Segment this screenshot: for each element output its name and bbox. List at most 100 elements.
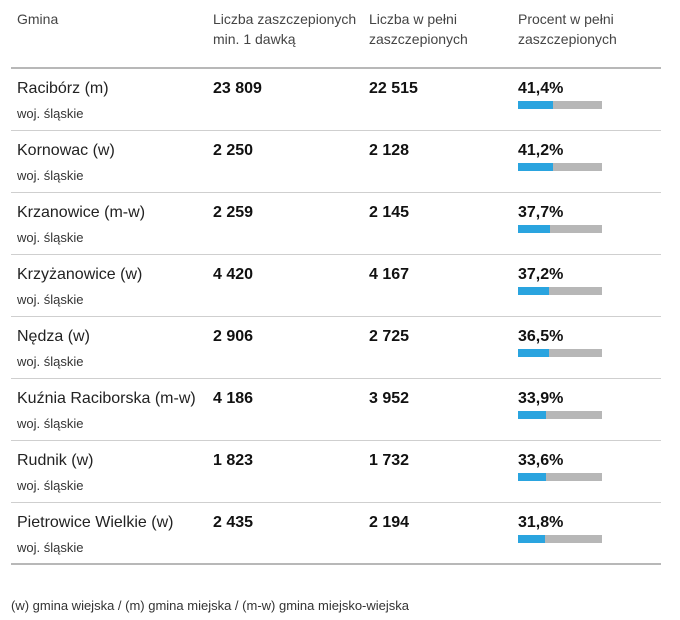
- percent-value: 31,8%: [518, 513, 564, 531]
- dose1-cell: 2 435: [207, 502, 363, 565]
- percent-bar: [518, 286, 602, 295]
- percent-cell: 33,9%: [512, 378, 661, 441]
- percent-cell: 33,6%: [512, 440, 661, 503]
- dose1-cell: 2 259: [207, 192, 363, 255]
- full-value: 4 167: [369, 265, 410, 283]
- dose1-cell: 2 906: [207, 316, 363, 379]
- gmina-region: woj. śląskie: [17, 477, 84, 493]
- header-gmina[interactable]: Gmina: [11, 0, 207, 69]
- dose1-cell: 4 420: [207, 254, 363, 317]
- percent-cell: 36,5%: [512, 316, 661, 379]
- gmina-cell: Nędza (w) woj. śląskie: [11, 316, 207, 379]
- table-row: Kuźnia Raciborska (m-w) woj. śląskie 4 186…: [11, 378, 661, 441]
- full-value: 22 515: [369, 80, 418, 97]
- gmina-cell: Kuźnia Raciborska (m-w) woj. śląskie: [11, 378, 207, 441]
- gmina-name: Krzanowice (m-w): [17, 203, 146, 221]
- full-value: 1 732: [369, 451, 410, 469]
- percent-bar-fill: [518, 162, 553, 171]
- full-cell: 2 725: [363, 316, 512, 379]
- percent-bar-fill: [518, 348, 549, 357]
- gmina-cell: Krzyżanowice (w) woj. śląskie: [11, 254, 207, 317]
- gmina-region: woj. śląskie: [17, 291, 84, 307]
- header-percent[interactable]: Procent w pełni zaszczepionych: [512, 0, 661, 69]
- percent-cell: 37,2%: [512, 254, 661, 317]
- dose1-cell: 4 186: [207, 378, 363, 441]
- dose1-value: 4 420: [213, 265, 254, 283]
- gmina-region: woj. śląskie: [17, 229, 84, 245]
- gmina-region: woj. śląskie: [17, 415, 84, 431]
- gmina-cell: Racibórz (m) woj. śląskie: [11, 68, 207, 131]
- percent-bar: [518, 534, 602, 543]
- full-cell: 22 515: [363, 68, 512, 131]
- percent-bar: [518, 472, 602, 481]
- percent-value: 33,9%: [518, 389, 564, 407]
- dose1-value: 1 823: [213, 451, 254, 469]
- dose1-value: 2 906: [213, 327, 254, 345]
- full-cell: 3 952: [363, 378, 512, 441]
- full-value: 2 194: [369, 513, 410, 531]
- dose1-value: 2 435: [213, 513, 254, 531]
- percent-value: 41,2%: [518, 141, 564, 159]
- percent-bar: [518, 101, 602, 109]
- gmina-region: woj. śląskie: [17, 539, 84, 555]
- full-cell: 2 145: [363, 192, 512, 255]
- percent-value: 37,2%: [518, 265, 564, 283]
- gmina-cell: Kornowac (w) woj. śląskie: [11, 130, 207, 193]
- table-row: Racibórz (m) woj. śląskie 23 809 22 515 41,4…: [11, 68, 661, 131]
- dose1-value: 2 250: [213, 141, 254, 159]
- gmina-cell: Pietrowice Wielkie (w) woj. śląskie: [11, 502, 207, 565]
- dose1-cell: 1 823: [207, 440, 363, 503]
- gmina-cell: Rudnik (w) woj. śląskie: [11, 440, 207, 503]
- table-row: Rudnik (w) woj. śląskie 1 823 1 732 33,6%: [11, 440, 661, 503]
- percent-bar-fill: [518, 101, 553, 109]
- gmina-region: woj. śląskie: [17, 353, 84, 369]
- full-value: 3 952: [369, 389, 410, 407]
- gmina-region: woj. śląskie: [17, 106, 84, 121]
- percent-value: 33,6%: [518, 451, 564, 469]
- gmina-name: Nędza (w): [17, 327, 90, 345]
- vaccination-table: Gmina Liczba zaszczepionych min. 1 dawką…: [11, 0, 661, 565]
- legend-footnote: (w) gmina wiejska / (m) gmina miejska / …: [11, 598, 410, 613]
- percent-value: 36,5%: [518, 327, 564, 345]
- header-dose1[interactable]: Liczba zaszczepionych min. 1 dawką: [207, 0, 363, 69]
- gmina-name: Krzyżanowice (w): [17, 265, 143, 283]
- full-value: 2 145: [369, 203, 410, 221]
- table-row: Pietrowice Wielkie (w) woj. śląskie 2 435 2…: [11, 502, 661, 565]
- table-body: Racibórz (m) woj. śląskie 23 809 22 515 41,4…: [11, 68, 661, 565]
- percent-cell: 31,8%: [512, 502, 661, 565]
- percent-cell: 41,4%: [512, 68, 661, 131]
- full-cell: 4 167: [363, 254, 512, 317]
- dose1-value: 23 809: [213, 80, 262, 97]
- full-cell: 2 194: [363, 502, 512, 565]
- dose1-value: 2 259: [213, 203, 254, 221]
- percent-bar: [518, 162, 602, 171]
- percent-cell: 37,7%: [512, 192, 661, 255]
- table-header: Gmina Liczba zaszczepionych min. 1 dawką…: [11, 0, 661, 69]
- percent-bar-fill: [518, 534, 545, 543]
- gmina-name: Pietrowice Wielkie (w): [17, 513, 174, 531]
- dose1-value: 4 186: [213, 389, 254, 407]
- gmina-name: Kuźnia Raciborska (m-w): [17, 389, 196, 407]
- percent-value: 37,7%: [518, 203, 564, 221]
- full-value: 2 725: [369, 327, 410, 345]
- full-cell: 1 732: [363, 440, 512, 503]
- table-row: Krzyżanowice (w) woj. śląskie 4 420 4 167 37…: [11, 254, 661, 317]
- table-row: Kornowac (w) woj. śląskie 2 250 2 128 41,2%: [11, 130, 661, 193]
- percent-bar-fill: [518, 224, 550, 233]
- percent-bar-fill: [518, 410, 547, 419]
- percent-bar: [518, 410, 602, 419]
- header-full[interactable]: Liczba w pełni zaszczepionych: [363, 0, 512, 69]
- dose1-cell: 23 809: [207, 68, 363, 131]
- percent-value: 41,4%: [518, 80, 564, 97]
- full-cell: 2 128: [363, 130, 512, 193]
- full-value: 2 128: [369, 141, 410, 159]
- gmina-region: woj. śląskie: [17, 167, 84, 183]
- percent-bar: [518, 348, 602, 357]
- percent-bar-fill: [518, 286, 550, 295]
- percent-bar-fill: [518, 472, 547, 481]
- percent-bar: [518, 224, 602, 233]
- gmina-name: Kornowac (w): [17, 141, 115, 159]
- table-row: Nędza (w) woj. śląskie 2 906 2 725 36,5%: [11, 316, 661, 379]
- gmina-name: Racibórz (m): [17, 80, 109, 97]
